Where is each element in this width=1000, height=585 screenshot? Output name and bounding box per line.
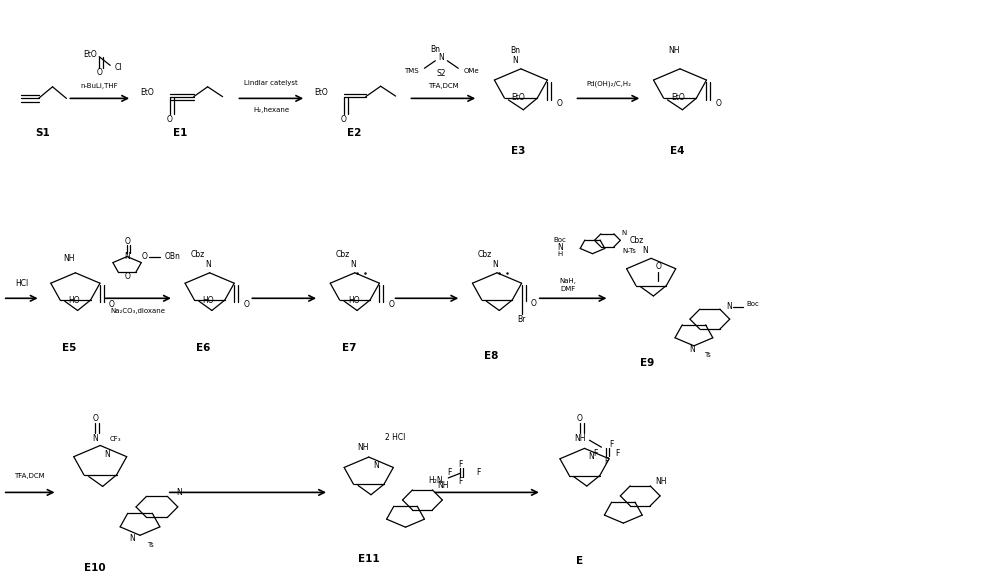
Text: E10: E10: [84, 563, 106, 573]
Text: OMe: OMe: [463, 68, 479, 74]
Text: N: N: [492, 260, 498, 269]
Text: O: O: [92, 414, 98, 423]
Text: E2: E2: [347, 128, 361, 138]
Text: TFA,DCM: TFA,DCM: [14, 473, 45, 479]
Text: H₂,hexane: H₂,hexane: [253, 107, 289, 113]
Text: Ts: Ts: [147, 542, 154, 548]
Text: N: N: [350, 260, 356, 269]
Text: N: N: [589, 452, 594, 461]
Text: O: O: [124, 272, 130, 281]
Text: S2: S2: [437, 69, 446, 78]
Text: O: O: [96, 68, 102, 77]
Text: EtO: EtO: [314, 88, 328, 97]
Text: E9: E9: [640, 358, 654, 368]
Text: Na₂CO₃,dioxane: Na₂CO₃,dioxane: [111, 308, 166, 314]
Text: F: F: [458, 460, 462, 469]
Text: EtO: EtO: [671, 93, 685, 102]
Text: N: N: [373, 460, 379, 470]
Text: Cbz: Cbz: [191, 250, 205, 259]
Text: N: N: [689, 345, 695, 354]
Text: O: O: [715, 99, 721, 108]
Text: F: F: [609, 441, 614, 449]
Text: E6: E6: [196, 343, 211, 353]
Text: HO: HO: [68, 296, 80, 305]
Text: NaH,: NaH,: [559, 278, 576, 284]
Text: N: N: [92, 434, 98, 443]
Text: OBn: OBn: [165, 252, 181, 261]
Text: S1: S1: [35, 128, 50, 138]
Text: Cbz: Cbz: [478, 250, 492, 259]
Text: E3: E3: [511, 146, 525, 156]
Text: DMF: DMF: [560, 286, 575, 292]
Text: HO: HO: [348, 296, 360, 305]
Text: O: O: [577, 414, 582, 423]
Text: N: N: [642, 246, 648, 254]
Text: Cl: Cl: [114, 63, 122, 71]
Text: N: N: [512, 56, 518, 65]
Text: NH: NH: [64, 254, 75, 263]
Text: O: O: [243, 300, 249, 309]
Text: N: N: [438, 53, 444, 63]
Text: N: N: [622, 230, 627, 236]
Text: O: O: [531, 299, 536, 308]
Text: N: N: [557, 243, 563, 252]
Text: F: F: [476, 467, 480, 477]
Text: E8: E8: [484, 351, 498, 362]
Text: HO: HO: [203, 296, 214, 305]
Text: E5: E5: [62, 343, 77, 353]
Text: Ts: Ts: [704, 352, 711, 358]
Text: E7: E7: [342, 343, 356, 353]
Text: TMS: TMS: [404, 68, 418, 74]
Text: NH: NH: [438, 481, 449, 490]
Text: N: N: [205, 260, 211, 269]
Text: E4: E4: [670, 146, 684, 156]
Text: N: N: [104, 450, 110, 459]
Text: EtO: EtO: [84, 50, 97, 60]
Text: N-Ts: N-Ts: [622, 249, 636, 254]
Text: Cbz: Cbz: [336, 250, 350, 259]
Text: n-BuLi,THF: n-BuLi,THF: [80, 82, 118, 89]
Text: NH: NH: [655, 477, 667, 487]
Text: H: H: [557, 251, 562, 257]
Text: F: F: [593, 449, 598, 457]
Text: Cbz: Cbz: [630, 236, 644, 245]
Text: F: F: [458, 477, 462, 487]
Text: E11: E11: [358, 554, 380, 564]
Text: Pd(OH)₂/C,H₂: Pd(OH)₂/C,H₂: [586, 80, 631, 87]
Text: NH: NH: [357, 443, 369, 452]
Text: EtO: EtO: [140, 88, 154, 97]
Text: EtO: EtO: [512, 93, 525, 102]
Text: Br: Br: [517, 315, 526, 324]
Text: NH: NH: [668, 46, 680, 56]
Text: HCl: HCl: [15, 279, 28, 288]
Text: F: F: [615, 449, 620, 457]
Text: N: N: [129, 534, 135, 543]
Text: F: F: [604, 457, 609, 466]
Text: O: O: [142, 252, 148, 261]
Text: O: O: [167, 115, 173, 125]
Text: 2 HCl: 2 HCl: [385, 433, 406, 442]
Text: O: O: [388, 300, 394, 309]
Text: N: N: [726, 302, 732, 311]
Text: O: O: [341, 115, 347, 125]
Text: E: E: [576, 556, 583, 566]
Text: NH: NH: [574, 434, 585, 443]
Text: TFA,DCM: TFA,DCM: [428, 82, 459, 89]
Text: N: N: [176, 488, 182, 497]
Text: E1: E1: [173, 128, 187, 138]
Text: F: F: [447, 467, 451, 477]
Text: O: O: [655, 262, 661, 271]
Text: H₂N: H₂N: [429, 476, 443, 486]
Text: Boc: Boc: [747, 301, 759, 307]
Text: Bn: Bn: [510, 46, 520, 56]
Text: O: O: [124, 237, 130, 246]
Text: N: N: [124, 252, 130, 261]
Text: Boc: Boc: [553, 238, 566, 243]
Text: Bn: Bn: [430, 44, 440, 54]
Text: Lindlar catelyst: Lindlar catelyst: [244, 80, 298, 87]
Text: O: O: [109, 300, 115, 309]
Text: CF₃: CF₃: [109, 435, 121, 442]
Text: O: O: [556, 99, 562, 108]
